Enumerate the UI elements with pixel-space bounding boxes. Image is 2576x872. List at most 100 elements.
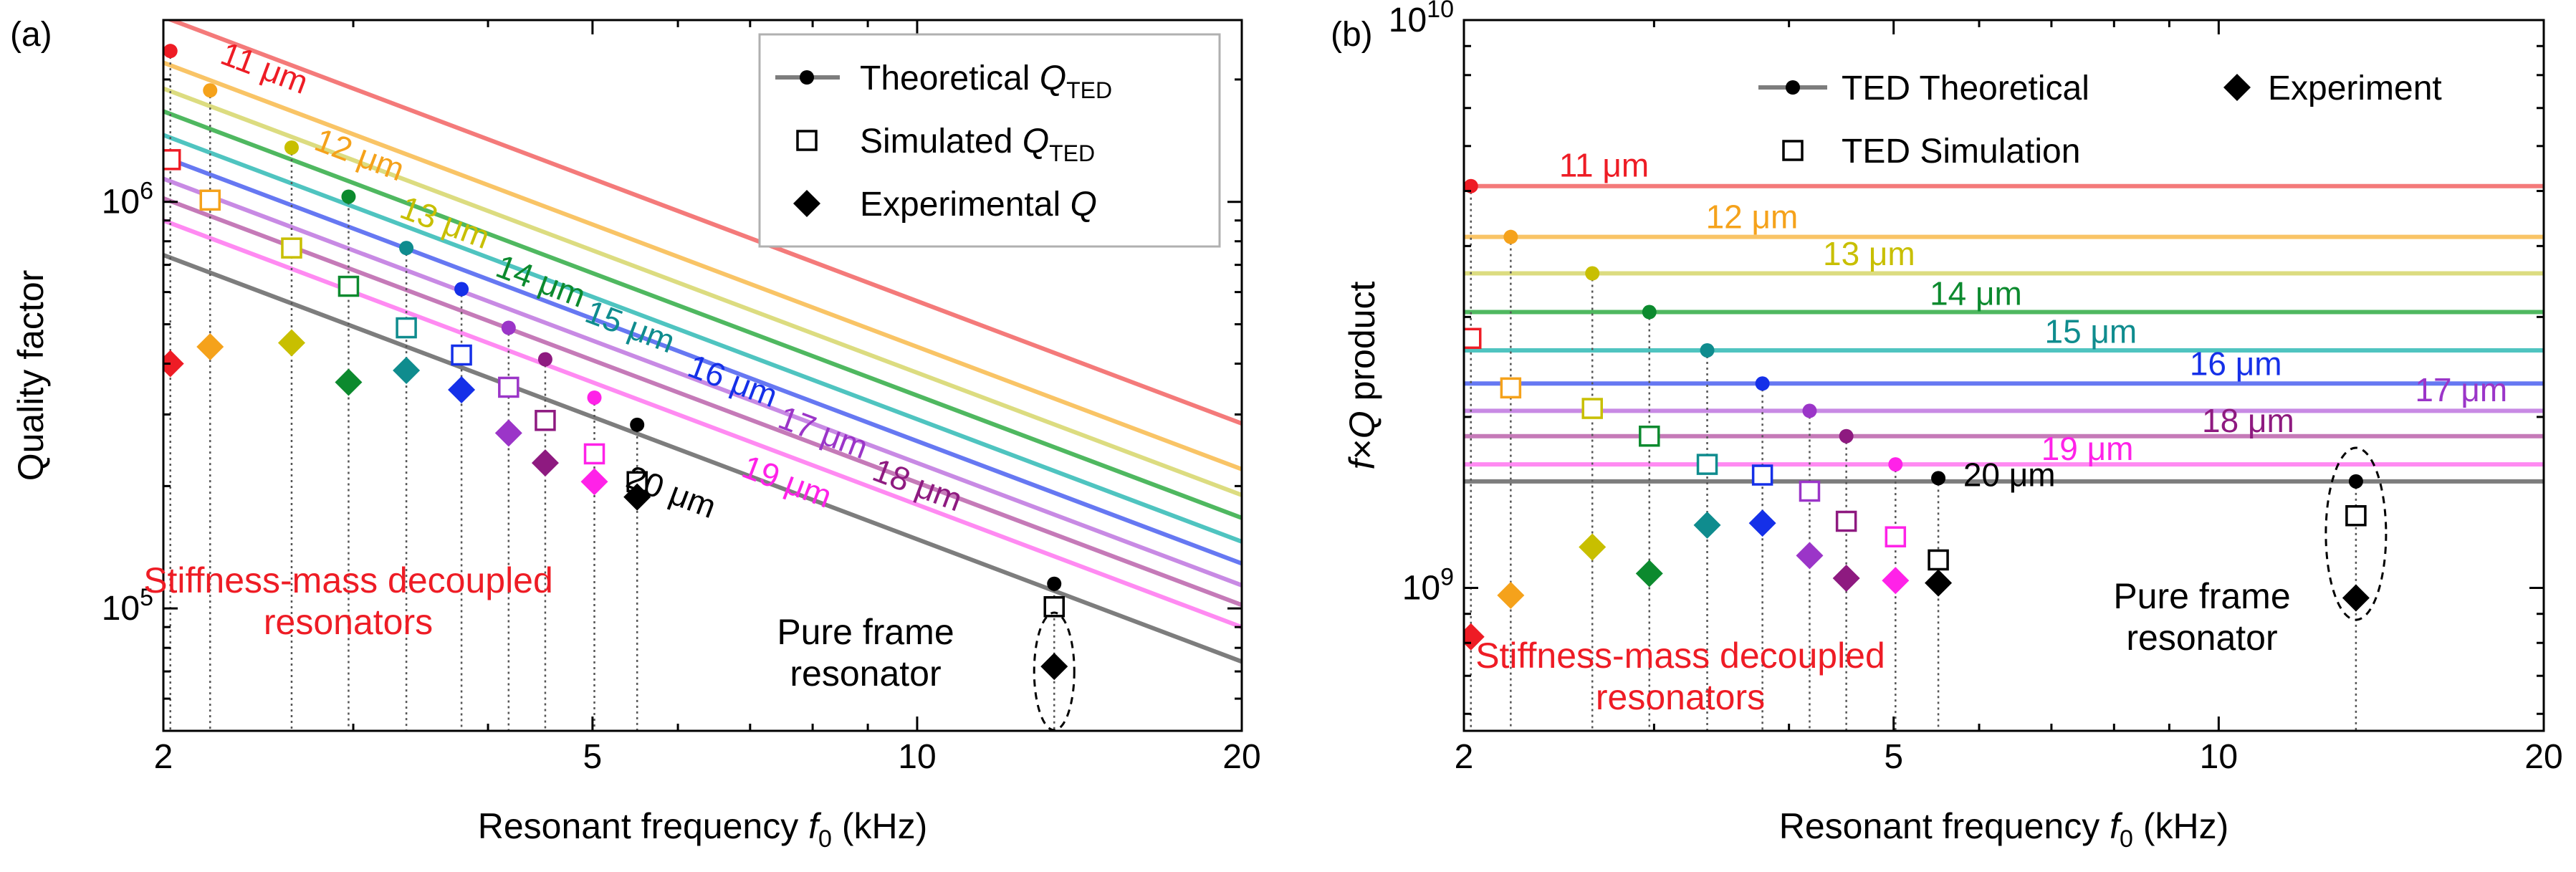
annotation-text: Stiffness-mass decoupled [143, 560, 553, 600]
y-tick-base: 10 [1389, 1, 1427, 39]
simulated-point [583, 443, 605, 465]
simulated-point [1581, 398, 1603, 419]
plot-area [1464, 178, 2544, 731]
width-label: 14 μm [1930, 275, 2022, 312]
legend-label-part: Experimental [860, 186, 1070, 224]
experimental-point [2342, 584, 2370, 612]
y-axis-label-part: × [1342, 439, 1382, 459]
width-label: 13 μm [1823, 235, 1915, 272]
annotation-text: Pure frame [777, 612, 954, 652]
theory-point [341, 189, 356, 204]
experimental-point [1832, 564, 1860, 592]
theory-line-5 [163, 133, 1242, 544]
x-axis-label-part: 0 [818, 825, 832, 853]
x-axis-label-part: Resonant frequency [478, 806, 808, 846]
simulated-point [1500, 377, 1522, 399]
panel-label: (a) [10, 16, 52, 54]
annotation-text: resonators [1596, 677, 1765, 717]
simulated-point [498, 376, 519, 398]
y-tick-base: 10 [102, 590, 140, 628]
x-axis-label: Resonant frequency f0 (kHz) [1779, 806, 2229, 853]
simulated-point [1799, 480, 1821, 502]
y-axis-label: f×Q product [1342, 282, 1382, 470]
simulated-point [2345, 504, 2367, 527]
legend-dot-icon [1786, 80, 1800, 95]
legend-label-part: TED [1066, 77, 1112, 103]
simulated-point [1751, 464, 1773, 486]
theory-point [1888, 457, 1903, 472]
theory-point [1839, 428, 1854, 444]
legend-label-part: Theoretical [860, 59, 1040, 97]
annotation-text: resonator [2126, 618, 2277, 658]
legend-label: Experiment [2268, 70, 2442, 107]
legend-label-part: Q [1040, 59, 1066, 97]
theory-point [2348, 474, 2363, 489]
width-label: 11 μm [1559, 146, 1649, 183]
x-tick-label: 10 [2200, 738, 2238, 776]
x-tick-label: 2 [1455, 738, 1474, 776]
panel-label: (b) [1331, 16, 1373, 54]
legend-label: TED Theoretical [1842, 70, 2089, 107]
simulated-point [281, 237, 302, 259]
pure-frame-ellipse [2324, 446, 2388, 621]
width-label: 16 μm [2190, 345, 2282, 382]
axes-frame [162, 19, 1243, 732]
legend-square-icon [796, 130, 818, 151]
theory-point [1585, 266, 1600, 281]
theory-point [203, 83, 218, 98]
experimental-point [1882, 567, 1910, 595]
theory-point [537, 352, 552, 367]
theory-line-2 [163, 60, 1242, 471]
panel-b: 11 μm 12 μm 13 μm 14 μm 15 μm 16 μm 17 μm 18 μm… [1331, 0, 2563, 853]
theory-point [587, 390, 602, 405]
legend-label-part: TED [1049, 140, 1095, 166]
x-axis-label: Resonant frequency f0 (kHz) [478, 806, 928, 853]
y-axis-label-part: product [1342, 282, 1382, 411]
width-label: 17 μm [2415, 371, 2507, 408]
experimental-point [580, 468, 608, 496]
experimental-point [393, 356, 421, 384]
x-tick-label: 20 [1222, 738, 1260, 776]
simulated-point [1639, 425, 1660, 447]
width-label: 20 μm [1963, 456, 2056, 494]
experimental-point [448, 375, 476, 403]
x-axis-label-part: (kHz) [832, 806, 927, 846]
legend-label: TED Simulation [1842, 133, 2080, 171]
simulated-point [1928, 549, 1949, 571]
y-tick-exponent: 5 [140, 584, 153, 611]
legend-label: Theoretical QTED [860, 59, 1112, 103]
annotation-text: Stiffness-mass decoupled [1475, 636, 1885, 676]
theory-point [1464, 178, 1478, 193]
simulated-point [396, 317, 417, 339]
simulated-point [1835, 510, 1857, 532]
y-tick-label: 105 [102, 584, 153, 628]
annotation-text: Pure frame [2113, 576, 2290, 616]
theory-point [454, 282, 469, 297]
y-axis-label: Quality factor [11, 270, 51, 481]
theory-point [1700, 342, 1715, 358]
theory-line-7 [163, 176, 1242, 588]
experimental-point [196, 333, 224, 361]
width-label: 15 μm [2044, 313, 2137, 350]
theory-point [163, 44, 178, 59]
theory-point [501, 320, 516, 335]
annotation-text: resonator [790, 653, 941, 694]
experimental-point [623, 483, 651, 511]
experimental-point [1635, 560, 1663, 588]
legend-diamond-icon [2223, 74, 2251, 101]
y-tick-exponent: 10 [1427, 0, 1454, 23]
experimental-point [1796, 542, 1824, 570]
legend-label: Experimental Q [860, 186, 1097, 224]
legend-label-part: Q [1070, 186, 1096, 224]
x-axis-label-part: 0 [2120, 825, 2133, 853]
experimental-point [1748, 509, 1776, 537]
x-tick-label: 2 [154, 738, 173, 776]
experimental-point [1040, 653, 1068, 681]
experimental-point [1579, 533, 1607, 561]
theory-point [1755, 376, 1770, 391]
annotation-text: resonators [264, 602, 433, 642]
legend-diamond-icon [793, 190, 820, 217]
theory-line-6 [163, 155, 1242, 566]
